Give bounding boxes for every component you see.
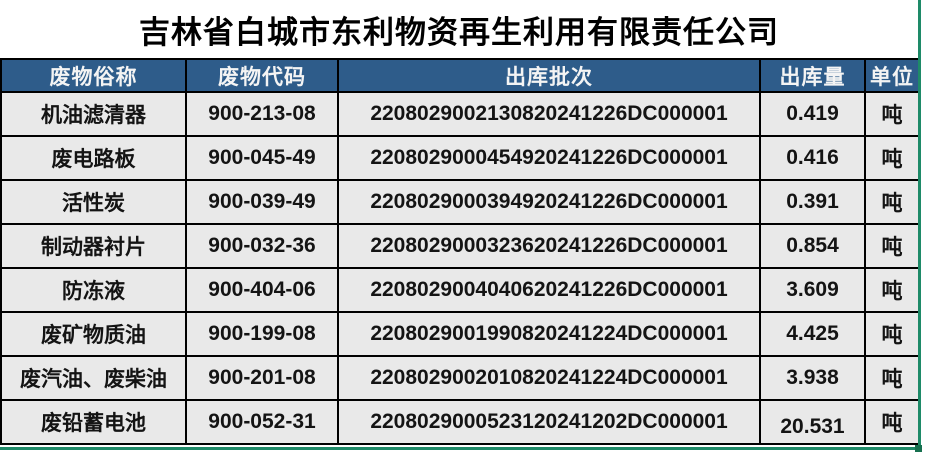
unit-cell[interactable]: 吨 bbox=[864, 399, 920, 445]
quantity-cell[interactable]: 4.425 bbox=[759, 311, 866, 357]
unit-cell[interactable]: 吨 bbox=[864, 267, 920, 313]
unit-cell[interactable]: 吨 bbox=[864, 91, 920, 137]
waste-name-cell[interactable]: 防冻液 bbox=[0, 267, 187, 313]
table-row: 废电路板 900-045-49 2208029000454920241226DC… bbox=[0, 135, 920, 181]
table-body: 机油滤清器 900-213-08 2208029002130820241226D… bbox=[0, 91, 920, 445]
waste-code-cell[interactable]: 900-201-08 bbox=[185, 355, 339, 401]
batch-cell[interactable]: 2208029004040620241226DC000001 bbox=[337, 267, 761, 313]
column-header-waste-name[interactable]: 废物俗称 bbox=[0, 58, 187, 93]
batch-cell[interactable]: 2208029000454920241226DC000001 bbox=[337, 135, 761, 181]
table-row: 活性炭 900-039-49 2208029000394920241226DC0… bbox=[0, 179, 920, 225]
batch-cell[interactable]: 2208029000523120241202DC000001 bbox=[337, 399, 761, 445]
table-row: 防冻液 900-404-06 2208029004040620241226DC0… bbox=[0, 267, 920, 313]
waste-name-cell[interactable]: 废汽油、废柴油 bbox=[0, 355, 187, 401]
column-header-unit[interactable]: 单位 bbox=[864, 58, 920, 93]
unit-cell[interactable]: 吨 bbox=[864, 355, 920, 401]
batch-cell[interactable]: 2208029002130820241226DC000001 bbox=[337, 91, 761, 137]
batch-cell[interactable]: 2208029000394920241226DC000001 bbox=[337, 179, 761, 225]
quantity-cell[interactable]: 3.609 bbox=[759, 267, 866, 313]
column-header-quantity[interactable]: 出库量 bbox=[759, 58, 866, 93]
batch-cell[interactable]: 2208029001990820241224DC000001 bbox=[337, 311, 761, 357]
quantity-cell[interactable]: 3.938 bbox=[759, 355, 866, 401]
quantity-cell[interactable]: 0.419 bbox=[759, 91, 866, 137]
waste-name-cell[interactable]: 废电路板 bbox=[0, 135, 187, 181]
table-row: 废汽油、废柴油 900-201-08 220802900201082024122… bbox=[0, 355, 920, 401]
unit-cell[interactable]: 吨 bbox=[864, 135, 920, 181]
batch-cell[interactable]: 2208029002010820241224DC000001 bbox=[337, 355, 761, 401]
waste-outbound-table: 废物俗称 废物代码 出库批次 出库量 单位 机油滤清器 900-213-08 2… bbox=[0, 58, 920, 445]
waste-code-cell[interactable]: 900-052-31 bbox=[185, 399, 339, 445]
quantity-cell[interactable]: 20.531 bbox=[759, 399, 866, 445]
table-row: 机油滤清器 900-213-08 2208029002130820241226D… bbox=[0, 91, 920, 137]
batch-cell[interactable]: 2208029000323620241226DC000001 bbox=[337, 223, 761, 269]
selection-border-bottom bbox=[0, 447, 921, 450]
unit-cell[interactable]: 吨 bbox=[864, 179, 920, 225]
waste-name-cell[interactable]: 活性炭 bbox=[0, 179, 187, 225]
column-header-batch[interactable]: 出库批次 bbox=[337, 58, 761, 93]
unit-cell[interactable]: 吨 bbox=[864, 311, 920, 357]
waste-code-cell[interactable]: 900-032-36 bbox=[185, 223, 339, 269]
table-row: 制动器衬片 900-032-36 2208029000323620241226D… bbox=[0, 223, 920, 269]
table-header-row: 废物俗称 废物代码 出库批次 出库量 单位 bbox=[0, 58, 920, 93]
waste-code-cell[interactable]: 900-039-49 bbox=[185, 179, 339, 225]
column-header-waste-code[interactable]: 废物代码 bbox=[185, 58, 339, 93]
waste-name-cell[interactable]: 废矿物质油 bbox=[0, 311, 187, 357]
waste-code-cell[interactable]: 900-404-06 bbox=[185, 267, 339, 313]
waste-code-cell[interactable]: 900-045-49 bbox=[185, 135, 339, 181]
company-title: 吉林省白城市东利物资再生利用有限责任公司 bbox=[139, 14, 779, 50]
quantity-cell[interactable]: 0.391 bbox=[759, 179, 866, 225]
table-row: 废矿物质油 900-199-08 2208029001990820241224D… bbox=[0, 311, 920, 357]
waste-name-cell[interactable]: 机油滤清器 bbox=[0, 91, 187, 137]
waste-code-cell[interactable]: 900-213-08 bbox=[185, 91, 339, 137]
waste-name-cell[interactable]: 废铅蓄电池 bbox=[0, 399, 187, 445]
unit-cell[interactable]: 吨 bbox=[864, 223, 920, 269]
selection-fill-handle[interactable] bbox=[915, 445, 922, 452]
waste-name-cell[interactable]: 制动器衬片 bbox=[0, 223, 187, 269]
selection-border-right bbox=[918, 0, 921, 450]
table-row: 废铅蓄电池 900-052-31 2208029000523120241202D… bbox=[0, 399, 920, 445]
waste-code-cell[interactable]: 900-199-08 bbox=[185, 311, 339, 357]
quantity-cell[interactable]: 0.416 bbox=[759, 135, 866, 181]
quantity-cell[interactable]: 0.854 bbox=[759, 223, 866, 269]
